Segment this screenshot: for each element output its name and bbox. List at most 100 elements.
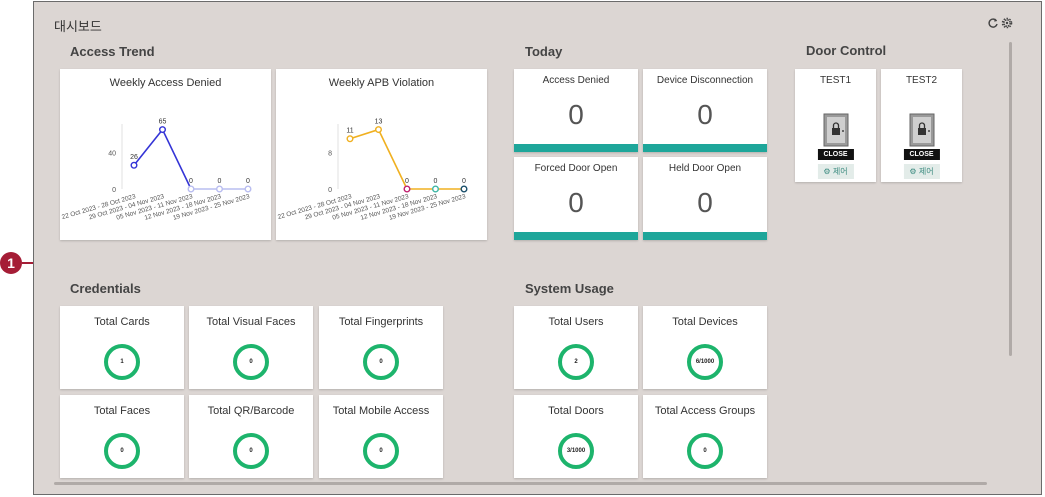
count-ring: 2 [558, 344, 594, 380]
door-control-label: 제어 [918, 167, 934, 176]
count-ring: 6/1000 [687, 344, 723, 380]
data-point [244, 185, 252, 193]
door-name: TEST1 [819, 75, 852, 86]
ring-title: Total Doors [548, 405, 604, 417]
gear-icon[interactable] [1001, 17, 1013, 29]
count-ring: 0 [687, 433, 723, 469]
usage-total-access-groups[interactable]: Total Access Groups 0 [643, 395, 767, 478]
chart-card-apb-violation: Weekly APB Violation 8 0 11 13 0 0 0 22 Oct 202… [276, 69, 487, 240]
today-device-disconnection[interactable]: Device Disconnection 0 [643, 69, 767, 152]
refresh-icon[interactable] [987, 17, 999, 29]
stat-label: Held Door Open [668, 163, 742, 174]
data-point [130, 161, 138, 169]
y-tick-label: 8 [328, 150, 332, 157]
section-access-trend: Access Trend [70, 44, 155, 59]
series-line-segment [133, 129, 164, 166]
stat-value: 0 [697, 187, 713, 218]
data-point [158, 126, 166, 134]
data-label: 0 [189, 178, 193, 185]
data-label: 0 [434, 178, 438, 185]
chart-card-access-denied: Weekly Access Denied 40 0 26 65 0 0 0 22 Oct 20… [60, 69, 271, 240]
cred-total-faces[interactable]: Total Faces 0 [60, 395, 184, 478]
section-system-usage: System Usage [525, 281, 614, 296]
data-point [346, 135, 354, 143]
door-card-test1[interactable]: TEST1 CLOSE ⚙ 제어 [795, 69, 876, 182]
data-point [460, 185, 468, 193]
y-tick-label: 0 [112, 187, 116, 194]
data-point [431, 185, 439, 193]
callout-1: 1 [0, 252, 22, 274]
door-control-button[interactable]: ⚙ 제어 [817, 164, 854, 179]
data-label: 26 [130, 154, 138, 161]
today-held-door-open[interactable]: Held Door Open 0 [643, 157, 767, 240]
ring-title: Total Faces [93, 405, 151, 417]
door-lock-icon [823, 113, 848, 147]
section-credentials: Credentials [70, 281, 141, 296]
count-ring: 0 [233, 433, 269, 469]
horizontal-scrollbar[interactable] [54, 482, 987, 485]
series-line-segment [349, 128, 379, 140]
y-tick-label: 40 [108, 150, 116, 157]
sliders-icon: ⚙ [909, 167, 919, 176]
ring-title: Total Visual Faces [206, 316, 296, 328]
door-card-test2[interactable]: TEST2 CLOSE ⚙ 제어 [881, 69, 962, 182]
page-title: 대시보드 [54, 19, 102, 34]
chart-title: Weekly APB Violation [328, 77, 435, 89]
cred-total-visual-faces[interactable]: Total Visual Faces 0 [189, 306, 313, 389]
today-access-denied[interactable]: Access Denied 0 [514, 69, 638, 152]
series-line-segment [377, 129, 408, 190]
callout-1-line [22, 262, 43, 264]
usage-total-users[interactable]: Total Users 2 [514, 306, 638, 389]
y-tick-label: 0 [328, 187, 332, 194]
cred-total-qr-barcode[interactable]: Total QR/Barcode 0 [189, 395, 313, 478]
stat-bar [643, 232, 767, 240]
count-ring: 0 [363, 344, 399, 380]
data-label: 0 [405, 178, 409, 185]
count-ring: 1 [104, 344, 140, 380]
cred-total-cards[interactable]: Total Cards 1 [60, 306, 184, 389]
door-control-button[interactable]: ⚙ 제어 [903, 164, 940, 179]
door-name: TEST2 [905, 75, 938, 86]
stat-value: 0 [568, 187, 584, 218]
count-ring: 0 [233, 344, 269, 380]
stat-bar [514, 232, 638, 240]
chart-title: Weekly Access Denied [109, 77, 222, 89]
door-lock-icon [909, 113, 934, 147]
stat-label: Access Denied [542, 75, 610, 86]
usage-total-doors[interactable]: Total Doors 3/1000 [514, 395, 638, 478]
cred-total-fingerprints[interactable]: Total Fingerprints 0 [319, 306, 443, 389]
section-door-control: Door Control [806, 43, 887, 58]
data-label: 13 [375, 119, 383, 126]
count-ring: 0 [104, 433, 140, 469]
usage-total-devices[interactable]: Total Devices 6/1000 [643, 306, 767, 389]
data-point [403, 185, 411, 193]
count-ring: 0 [363, 433, 399, 469]
data-point [215, 185, 223, 193]
stat-label: Forced Door Open [534, 163, 618, 174]
ring-title: Total Mobile Access [332, 405, 430, 417]
stat-bar [514, 144, 638, 152]
ring-title: Total Cards [94, 316, 150, 328]
data-point [187, 185, 195, 193]
stat-bar [643, 144, 767, 152]
stat-label: Device Disconnection [656, 75, 754, 86]
sliders-icon: ⚙ [823, 167, 833, 176]
vertical-scrollbar[interactable] [1009, 42, 1012, 356]
dashboard-frame: 대시보드 Access Trend Today Door Control Cre… [33, 1, 1042, 495]
stat-value: 0 [568, 99, 584, 130]
count-ring: 3/1000 [558, 433, 594, 469]
door-control-label: 제어 [832, 167, 848, 176]
cred-total-mobile-access[interactable]: Total Mobile Access 0 [319, 395, 443, 478]
door-status-badge: CLOSE [817, 149, 854, 160]
data-label: 0 [218, 178, 222, 185]
data-point [374, 126, 382, 134]
data-label: 11 [346, 128, 353, 135]
ring-title: Total QR/Barcode [207, 405, 295, 417]
series-line-segment [161, 129, 192, 190]
section-today: Today [525, 44, 563, 59]
today-forced-door-open[interactable]: Forced Door Open 0 [514, 157, 638, 240]
data-label: 0 [246, 178, 250, 185]
ring-title: Total Fingerprints [338, 316, 424, 328]
